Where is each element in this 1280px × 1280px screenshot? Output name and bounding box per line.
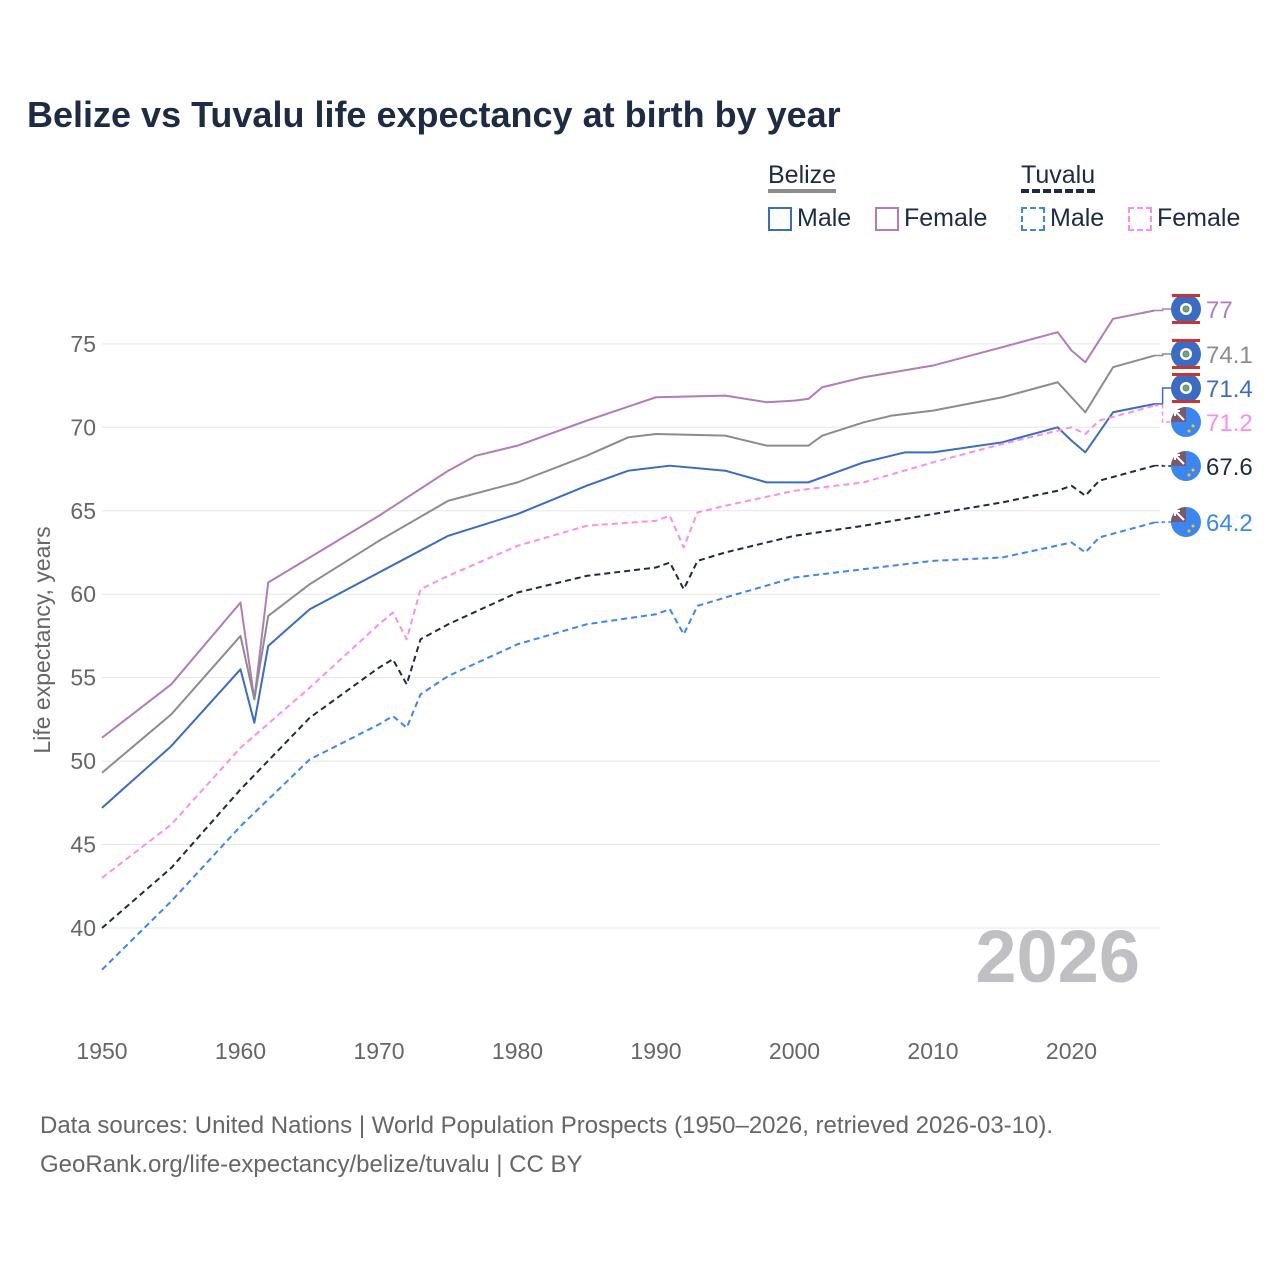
flag-cross bbox=[1174, 510, 1185, 521]
flag-emblem-center bbox=[1182, 350, 1190, 358]
end-connector bbox=[1154, 353, 1174, 357]
belize-flag-icon bbox=[1171, 373, 1201, 403]
flag-emblem-center bbox=[1182, 305, 1190, 313]
legend-swatch bbox=[875, 206, 899, 231]
y-tick-label: 50 bbox=[70, 748, 96, 774]
legend-belize-male[interactable]: Male bbox=[768, 204, 851, 233]
series-line-tuvalu bbox=[101, 464, 1155, 929]
x-tick-label: 1970 bbox=[353, 1038, 404, 1064]
year-watermark: 2026 bbox=[975, 915, 1140, 998]
legend-group-belize: Belize bbox=[768, 162, 837, 193]
x-tick-label: 1980 bbox=[492, 1038, 543, 1064]
source-note: Data sources: United Nations | World Pop… bbox=[40, 1106, 1053, 1184]
flag-cross bbox=[1174, 410, 1185, 421]
y-tick-label: 70 bbox=[70, 414, 96, 440]
flag-star bbox=[1187, 429, 1191, 433]
y-tick-label: 60 bbox=[70, 581, 96, 607]
belize-flag-icon bbox=[1171, 339, 1201, 369]
end-value-label: 64.2 bbox=[1206, 510, 1253, 537]
flag-star bbox=[1191, 424, 1195, 428]
series-line-belize bbox=[101, 354, 1155, 774]
source-line-2[interactable]: GeoRank.org/life-expectancy/belize/tuval… bbox=[40, 1151, 583, 1178]
flag-emblem-center bbox=[1182, 384, 1190, 392]
legend-swatch bbox=[1128, 206, 1152, 231]
flag-stripe bbox=[1172, 400, 1200, 403]
series-line-tuvalu-male bbox=[101, 521, 1155, 971]
x-tick-label: 1950 bbox=[76, 1038, 127, 1064]
legend-swatch bbox=[1021, 206, 1045, 231]
y-tick-label: 45 bbox=[70, 832, 96, 858]
series-line-tuvalu-female bbox=[101, 404, 1155, 879]
legend-label: Female bbox=[904, 204, 988, 232]
flag-stripe bbox=[1172, 373, 1200, 376]
end-value-label: 71.4 bbox=[1206, 376, 1253, 403]
flag-cross bbox=[1174, 454, 1185, 465]
x-tick-label: 2010 bbox=[907, 1038, 958, 1064]
y-tick-label: 55 bbox=[70, 665, 96, 691]
end-value-label: 71.2 bbox=[1206, 410, 1253, 437]
flag-star bbox=[1191, 524, 1195, 528]
end-connector bbox=[1154, 308, 1174, 312]
x-tick-label: 2000 bbox=[769, 1038, 820, 1064]
chart-title: Belize vs Tuvalu life expectancy at birt… bbox=[27, 94, 841, 135]
series-line-belize-female bbox=[101, 309, 1155, 739]
series-line-belize-male bbox=[101, 402, 1155, 809]
plot-area: 40 45 50 55 60 65 70 75 1950 1960 1970 1980 1990 2000… bbox=[29, 294, 1253, 1064]
y-axis-label: Life expectancy, years bbox=[29, 526, 55, 753]
legend-group-tuvalu: Tuvalu bbox=[1021, 162, 1096, 193]
end-value-label: 77 bbox=[1206, 297, 1233, 324]
legend-tuvalu-female[interactable]: Female bbox=[1128, 204, 1240, 233]
tuvalu-flag-icon bbox=[1171, 507, 1201, 537]
legend-label: Male bbox=[797, 204, 852, 232]
flag-star bbox=[1191, 468, 1195, 472]
source-line-1: Data sources: United Nations | World Pop… bbox=[40, 1112, 1054, 1139]
flag-stripe bbox=[1172, 294, 1200, 297]
legend-label: Female bbox=[1157, 204, 1241, 232]
tuvalu-flag-icon bbox=[1171, 451, 1201, 481]
end-value-label: 74.1 bbox=[1206, 342, 1253, 369]
end-connector bbox=[1154, 404, 1174, 423]
end-value-label: 67.6 bbox=[1206, 454, 1253, 481]
x-tick-label: 2020 bbox=[1046, 1038, 1097, 1064]
flag-star bbox=[1187, 473, 1191, 477]
x-tick-label: 1990 bbox=[630, 1038, 681, 1064]
y-tick-label: 40 bbox=[70, 915, 96, 941]
end-connector bbox=[1154, 387, 1174, 405]
flag-stripe bbox=[1172, 339, 1200, 342]
flag-star bbox=[1187, 529, 1191, 533]
belize-flag-icon bbox=[1171, 294, 1201, 324]
y-tick-label: 65 bbox=[70, 498, 96, 524]
y-tick-label: 75 bbox=[70, 331, 96, 357]
flag-stripe bbox=[1172, 321, 1200, 324]
tuvalu-flag-icon bbox=[1171, 407, 1201, 437]
x-tick-label: 1960 bbox=[215, 1038, 266, 1064]
legend-swatch bbox=[768, 206, 792, 231]
legend-belize-female[interactable]: Female bbox=[875, 204, 987, 233]
flag-stripe bbox=[1172, 366, 1200, 369]
legend-label: Male bbox=[1050, 204, 1105, 232]
legend-tuvalu-male[interactable]: Male bbox=[1021, 204, 1104, 233]
